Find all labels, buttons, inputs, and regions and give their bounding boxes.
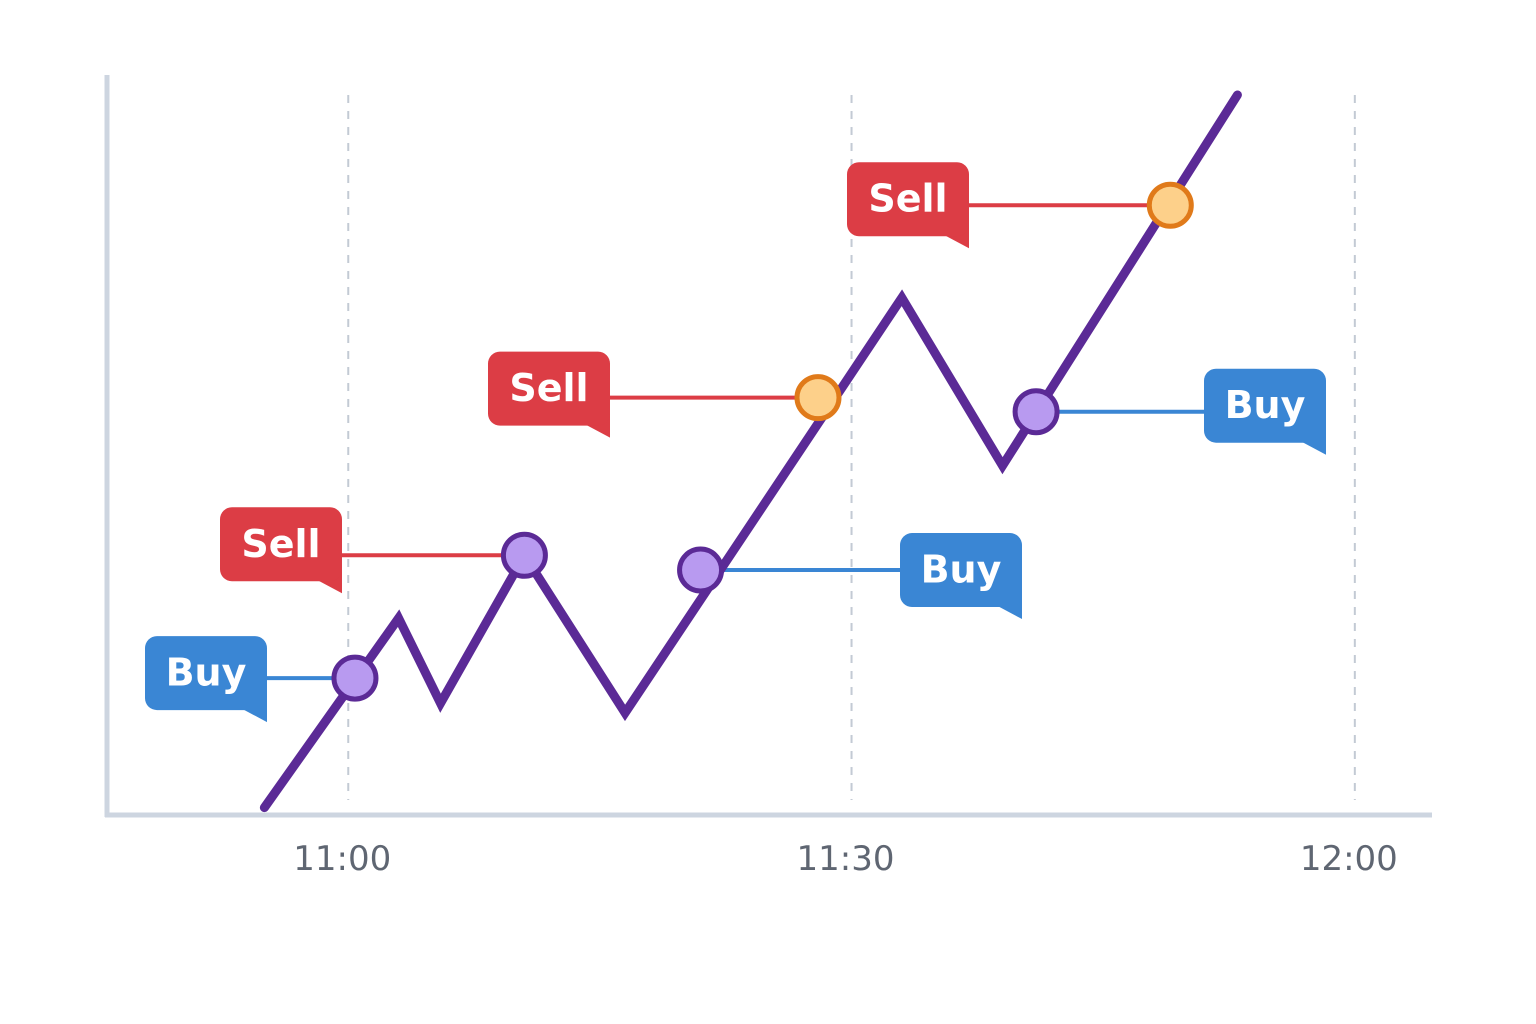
callout-box [488,351,610,426]
signal-marker [677,546,725,594]
callout-label: Sell [509,366,588,410]
signal-marker [1012,388,1060,436]
callout-label: Sell [868,177,947,221]
signal-marker [331,654,379,702]
signal-marker [794,374,842,422]
callout-box [145,636,267,711]
callout-box [1204,368,1326,443]
x-tick-label: 11:30 [797,839,895,879]
callout-box [847,162,969,237]
signal-marker [500,531,548,579]
x-tick-label: 12:00 [1300,839,1398,879]
callout-box [220,507,342,582]
callout-label: Buy [1225,383,1306,427]
x-tick-label: 11:00 [293,839,391,879]
callout-label: Sell [241,522,320,566]
price-line [259,90,1242,813]
callout-label: Buy [166,651,247,695]
callout-label: Buy [921,548,1002,592]
signal-marker [1146,181,1194,229]
callout-box [900,533,1022,608]
